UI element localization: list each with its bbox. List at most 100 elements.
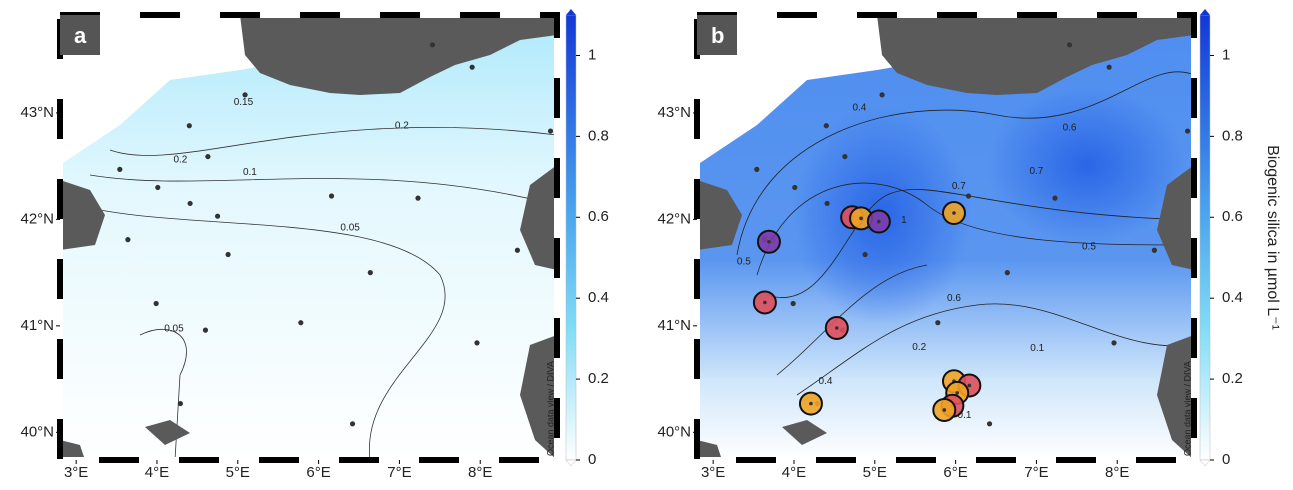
contour-label: 0.1 (958, 410, 972, 421)
frame-dashes (57, 12, 560, 463)
contour-label: 0.1 (243, 167, 257, 178)
y-tick-label: 41°N (657, 317, 691, 334)
sample-center (967, 383, 972, 388)
y-tick-label: 42°N (20, 210, 54, 227)
colorbar-extend (566, 9, 576, 15)
frame-dashes (694, 12, 1197, 463)
colorbar-tick-label: 0.8 (1222, 127, 1243, 144)
colorbar-tick-label: 0 (588, 451, 596, 468)
contours (736, 71, 1195, 396)
contour-label: 0.2 (173, 154, 187, 165)
sample-center (955, 391, 960, 395)
station (225, 251, 231, 258)
contours (89, 126, 558, 461)
x-tick-label: 8°E (468, 464, 492, 481)
colorbar-tick-label: 0.6 (588, 208, 609, 225)
y-tick-label: 40°N (657, 423, 691, 440)
station (986, 421, 993, 427)
station (298, 320, 304, 326)
contour-label: 0.05 (164, 324, 184, 335)
station (1066, 42, 1073, 48)
credit: Ocean data view / DIVA (545, 361, 555, 456)
colorbar-tick-label: 1 (1222, 46, 1230, 63)
contour-label: 0.5 (1082, 242, 1096, 253)
station (790, 300, 796, 307)
credit: Ocean data view / DIVA (1182, 361, 1192, 456)
station (153, 300, 159, 307)
sample-center (952, 211, 956, 215)
contour-label: 0.7 (952, 181, 966, 192)
x-tick-label: 3°E (701, 464, 725, 481)
station (935, 320, 941, 326)
station (202, 327, 209, 333)
colorbar-label: Biogenic silica in µmol L⁻¹ (1264, 145, 1281, 330)
station (965, 193, 972, 199)
colorbar-extend (1200, 9, 1210, 15)
x-tick-label: 3°E (64, 464, 88, 481)
station (823, 123, 829, 129)
x-tick-label: 6°E (306, 464, 330, 481)
station (214, 213, 221, 219)
colorbar (1199, 14, 1211, 461)
station (1184, 128, 1191, 134)
field (60, 15, 557, 460)
station (824, 200, 830, 207)
station (117, 166, 123, 172)
station (205, 153, 211, 160)
x-tick-label: 8°E (1105, 464, 1129, 481)
station (1111, 340, 1117, 346)
station (547, 128, 554, 134)
station (474, 340, 480, 346)
colorbar (565, 14, 577, 461)
contour-label: 0.6 (947, 293, 961, 304)
sample-center (877, 219, 881, 224)
contour-label: 0.1 (1030, 343, 1044, 354)
colorbar-extend (565, 459, 577, 467)
contour-label: 0.6 (1063, 122, 1077, 133)
station (186, 123, 192, 129)
station (1004, 270, 1010, 276)
sample-center (809, 401, 813, 406)
station (187, 200, 193, 207)
station (754, 166, 760, 172)
contour-label: 0.15 (234, 97, 254, 108)
station (242, 92, 248, 98)
station (328, 193, 335, 199)
station (125, 237, 131, 243)
panel-label: a (74, 23, 87, 48)
station (429, 42, 436, 48)
panel-b: 0.40.60.70.710.60.50.50.60.20.40.10.1Oce… (694, 12, 1197, 463)
x-tick-label: 7°E (1024, 464, 1048, 481)
contour-label: 0.4 (819, 376, 833, 387)
contour-label: 0.4 (852, 102, 866, 113)
x-tick-label: 5°E (863, 464, 887, 481)
y-tick-label: 41°N (20, 317, 54, 334)
station (792, 184, 798, 191)
station (415, 195, 421, 201)
y-tick-label: 40°N (20, 423, 54, 440)
contour-label: 0.7 (1029, 166, 1043, 177)
colorbar-tick-label: 0.2 (1222, 370, 1243, 387)
colorbar-tick-label: 1 (588, 46, 596, 63)
station (879, 92, 885, 98)
station (514, 247, 521, 253)
colorbar-tick-label: 0.8 (588, 127, 609, 144)
sample-center (942, 408, 947, 412)
x-tick-label: 4°E (782, 464, 806, 481)
sample-center (835, 326, 839, 330)
station (349, 421, 356, 427)
colorbar-tick-label: 0.4 (588, 289, 609, 306)
contour-label: 0.5 (737, 257, 751, 268)
panel-label: b (711, 23, 724, 48)
station (1151, 247, 1158, 253)
station (155, 184, 161, 191)
x-tick-label: 7°E (387, 464, 411, 481)
field-high (987, 85, 1187, 245)
label-box (697, 15, 737, 55)
y-tick-label: 43°N (657, 104, 691, 121)
colorbar-tick-label: 0.2 (588, 370, 609, 387)
station (842, 153, 848, 160)
station (469, 64, 475, 70)
sample-center (763, 300, 767, 305)
